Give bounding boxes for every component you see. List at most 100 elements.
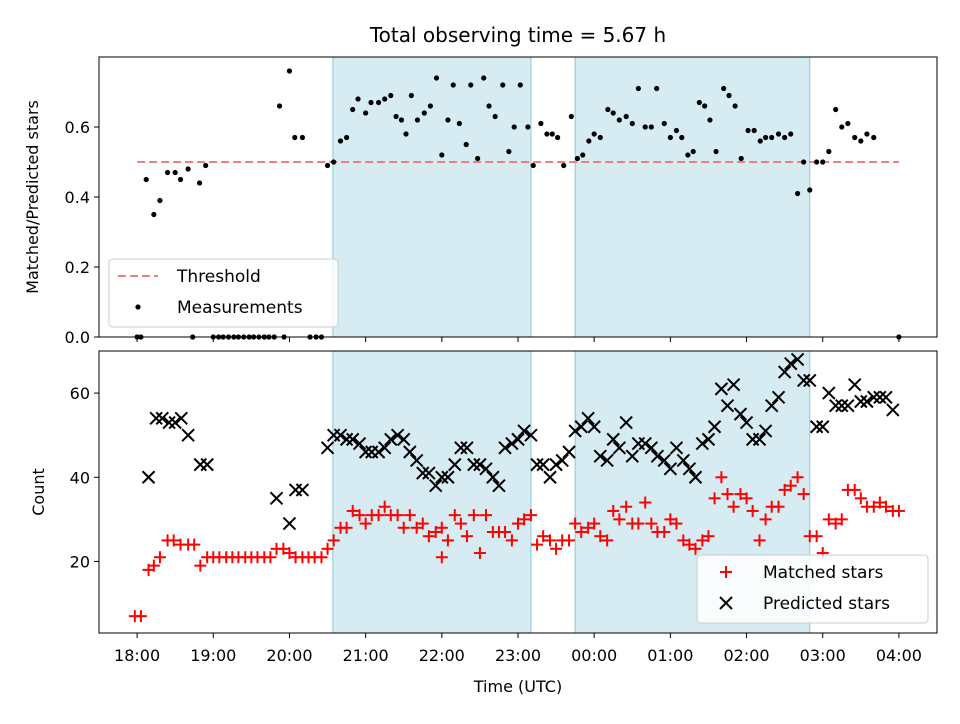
matched-point-3 <box>147 559 160 572</box>
measurement-point-72 <box>561 162 567 169</box>
measurement-point-61 <box>492 113 498 120</box>
predicted-point-39 <box>486 470 500 484</box>
predicted-point-0 <box>141 470 156 484</box>
matched-point-43 <box>403 509 416 522</box>
bottom-x-ticks: 18:00 19:00 20:00 21:00 22:00 23:00 00:00 01:00… <box>114 633 922 665</box>
matched-point-111 <box>829 517 842 530</box>
measurement-point-5 <box>164 169 171 176</box>
matched-point-90 <box>696 534 709 547</box>
measurement-point-118 <box>845 120 851 127</box>
measurement-point-107 <box>775 131 782 137</box>
matched-point-67 <box>550 542 563 555</box>
predicted-point-86 <box>784 356 798 371</box>
measurement-point-81 <box>616 117 622 123</box>
predicted-point-101 <box>879 390 893 405</box>
bottom-xtick-label-4: 22:00 <box>419 646 465 665</box>
bottom-legend: Matched stars Predicted stars <box>696 554 929 624</box>
matched-point-49 <box>435 551 448 564</box>
measurement-point-97 <box>713 148 719 155</box>
matched-point-52 <box>454 517 467 530</box>
matched-point-72 <box>582 521 595 534</box>
measurement-point-119 <box>852 134 858 141</box>
bottom-ytick-label-0: 20 <box>70 552 90 571</box>
matched-point-41 <box>391 509 404 522</box>
measurement-point-53 <box>445 117 451 123</box>
figure-title: Total observing time = 5.67 h <box>369 23 666 47</box>
bottom-xtick-label-10: 04:00 <box>876 646 922 665</box>
measurement-point-91 <box>679 134 685 141</box>
predicted-point-27 <box>409 453 424 468</box>
matched-point-53 <box>460 530 473 543</box>
predicted-point-99 <box>867 390 881 405</box>
predicted-point-5 <box>174 411 188 426</box>
predicted-point-69 <box>676 453 691 468</box>
top-legend-box <box>108 258 339 328</box>
predicted-point-16 <box>339 432 354 447</box>
matched-point-54 <box>467 509 480 522</box>
matched-point-10 <box>194 559 207 572</box>
measurement-point-34 <box>331 159 337 165</box>
predicted-point-37 <box>473 457 487 472</box>
measurement-point-35 <box>337 138 344 144</box>
predicted-point-84 <box>771 390 786 405</box>
measurement-point-50 <box>427 103 433 109</box>
measurement-point-76 <box>586 138 592 144</box>
measurement-point-99 <box>726 92 732 99</box>
predicted-point-42 <box>505 436 519 451</box>
matched-point-48 <box>435 521 448 534</box>
shaded-interval-0 <box>332 56 532 338</box>
predicted-point-38 <box>479 462 493 476</box>
predicted-point-77 <box>726 377 741 392</box>
measurement-point-62 <box>500 82 506 88</box>
predicted-point-74 <box>707 420 722 434</box>
predicted-point-11 <box>288 483 303 497</box>
matched-point-86 <box>670 517 683 530</box>
predicted-point-85 <box>777 365 792 379</box>
matched-point-87 <box>677 534 690 547</box>
predicted-point-63 <box>638 436 652 451</box>
matched-point-119 <box>879 500 892 513</box>
measurement-point-49 <box>421 110 427 116</box>
predicted-point-83 <box>764 399 779 413</box>
matched-point-92 <box>708 492 721 505</box>
predicted-point-8 <box>200 457 214 472</box>
measurement-point-37 <box>350 106 356 113</box>
predicted-point-93 <box>828 399 843 413</box>
matched-point-77 <box>613 513 626 526</box>
bottom-xtick-label-6: 00:00 <box>571 646 617 665</box>
measurement-point-117 <box>839 124 845 130</box>
measurement-point-4 <box>157 197 163 204</box>
predicted-point-92 <box>822 386 836 400</box>
measurement-point-67 <box>530 162 536 169</box>
measurement-point-36 <box>343 134 350 141</box>
predicted-point-25 <box>397 432 411 447</box>
matched-point-118 <box>873 496 886 509</box>
matched-point-76 <box>607 504 620 517</box>
measurement-point-52 <box>439 152 445 158</box>
predicted-point-44 <box>517 424 531 438</box>
measurement-point-94 <box>696 99 702 106</box>
predicted-point-58 <box>606 432 620 447</box>
bottom-xtick-label-8: 02:00 <box>723 646 769 665</box>
measurement-point-86 <box>648 124 654 130</box>
matched-point-31 <box>327 534 340 547</box>
matched-point-24 <box>283 547 296 560</box>
matched-point-56 <box>480 509 493 522</box>
measurement-point-77 <box>591 131 597 137</box>
predicted-point-10 <box>282 516 297 531</box>
top-legend: Threshold Measurements <box>108 258 339 328</box>
matched-point-34 <box>346 504 359 517</box>
matched-point-81 <box>639 496 652 509</box>
matched-point-95 <box>727 500 740 513</box>
predicted-point-17 <box>345 432 360 447</box>
predicted-point-75 <box>714 382 729 396</box>
matched-point-50 <box>441 534 454 547</box>
matched-point-4 <box>153 551 166 564</box>
measurement-point-106 <box>769 134 775 141</box>
predicted-point-32 <box>441 470 455 484</box>
top-y-ticks: 0.0 0.2 0.4 0.6 <box>65 118 99 347</box>
predicted-point-7 <box>193 457 208 472</box>
legend-measurements-swatch <box>135 304 141 310</box>
measurement-point-63 <box>506 148 512 155</box>
